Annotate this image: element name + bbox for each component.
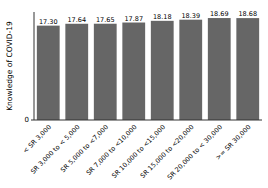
y-tick-label: 0	[25, 116, 29, 124]
x-tick-label: SR 10,000 to <15,000	[110, 123, 167, 180]
bar	[179, 20, 202, 120]
chart: 17.30 17.64 17.65 17.87 18.18 18.39 18.69 18.68…	[0, 0, 268, 188]
data-label: 17.65	[96, 16, 115, 24]
x-tick-label: SR 20,000 to < 30,000	[166, 123, 224, 181]
bar	[208, 18, 231, 120]
bar	[37, 26, 60, 120]
bar	[151, 21, 174, 120]
bars	[37, 18, 259, 120]
data-label: 18.18	[153, 13, 172, 21]
bar	[94, 24, 117, 120]
bar	[236, 18, 259, 120]
x-tick-label: >= SR 30,000	[214, 123, 252, 161]
data-labels: 17.30 17.64 17.65 17.87 18.18 18.39 18.69 18.68	[39, 10, 257, 26]
x-tick-label: SR 3,000 to < 5,000	[29, 123, 81, 175]
x-tick-label: SR 15,000 to <20,000	[139, 123, 196, 180]
bar	[65, 24, 88, 120]
data-label: 17.64	[67, 16, 86, 24]
data-label: 18.39	[181, 12, 200, 20]
chart-container: 17.30 17.64 17.65 17.87 18.18 18.39 18.69 18.68…	[0, 0, 268, 188]
bar	[122, 23, 145, 120]
data-label: 17.30	[39, 18, 58, 26]
data-label: 18.68	[238, 10, 257, 18]
data-label: 17.87	[124, 15, 143, 23]
data-label: 18.69	[210, 10, 229, 18]
y-axis-line	[34, 12, 35, 120]
y-axis-label: Knowledge of COVID-19	[5, 21, 14, 111]
x-axis-line	[34, 120, 262, 121]
x-tick-label: SR 7,000 to <10,000	[85, 123, 139, 177]
y-tick	[31, 120, 34, 121]
x-tick-label: SR 5,000 to <7,000	[59, 123, 110, 174]
